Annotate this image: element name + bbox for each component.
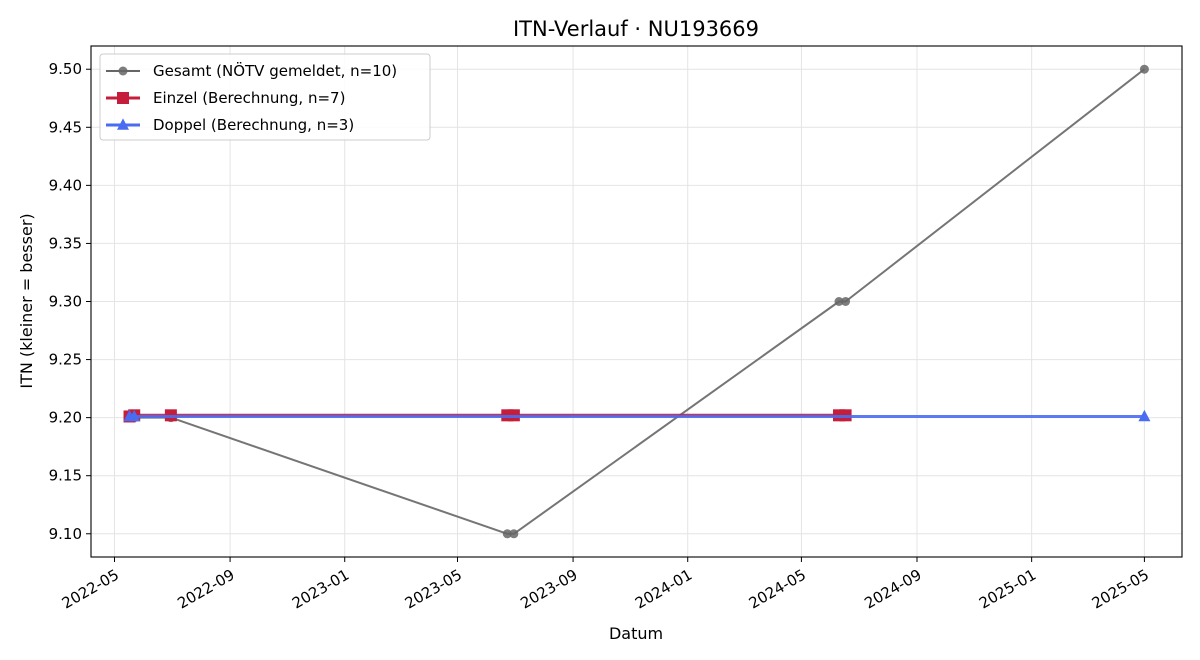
data-point (502, 529, 512, 539)
x-tick-label: 2024-01 (632, 566, 695, 613)
data-point (834, 297, 844, 306)
ticks: 9.10 9.15 9.20 9.25 9.30 9.35 9.40 9.45 9.50 2022… (49, 60, 1152, 612)
y-tick-label: 9.30 (49, 293, 82, 311)
data-point (1138, 409, 1151, 422)
data-point (841, 297, 851, 306)
chart-title: ITN-Verlauf · NU193669 (513, 17, 759, 41)
y-tick-label: 9.50 (49, 60, 82, 78)
legend: Gesamt (NÖTV gemeldet, n=10) Einzel (Bere… (99, 53, 431, 141)
legend-box (99, 53, 431, 141)
x-tick-label: 2024-09 (861, 566, 924, 613)
legend-marker (117, 118, 129, 130)
y-tick-label: 9.20 (49, 409, 82, 427)
y-tick-label: 9.15 (49, 467, 82, 485)
y-tick-label: 9.45 (49, 118, 82, 136)
y-tick-label: 9.10 (49, 525, 82, 543)
y-tick-label: 9.35 (49, 234, 82, 252)
x-tick-label: 2023-01 (289, 566, 352, 613)
legend-label: Einzel (Berechnung, n=7) (153, 89, 345, 107)
x-tick-label: 2024-05 (746, 566, 809, 613)
x-tick-label: 2025-05 (1089, 566, 1152, 613)
data-point (509, 529, 519, 539)
series-2 (123, 409, 1151, 422)
legend-marker (118, 66, 128, 76)
y-axis-title: ITN (kleiner = besser) (17, 213, 36, 388)
y-tick-label: 9.25 (49, 351, 82, 369)
data-point (1139, 64, 1149, 74)
x-tick-label: 2025-01 (976, 566, 1039, 613)
x-tick-label: 2023-05 (402, 566, 465, 613)
series-layer (123, 64, 1151, 539)
legend-marker (117, 92, 129, 104)
legend-label: Doppel (Berechnung, n=3) (153, 116, 354, 134)
x-axis-title: Datum (609, 624, 663, 643)
x-tick-label: 2022-09 (174, 566, 237, 613)
x-tick-label: 2023-09 (517, 566, 580, 613)
y-tick-label: 9.40 (49, 176, 82, 194)
legend-label: Gesamt (NÖTV gemeldet, n=10) (153, 61, 397, 80)
x-tick-label: 2022-05 (59, 566, 122, 613)
data-point (128, 409, 141, 422)
